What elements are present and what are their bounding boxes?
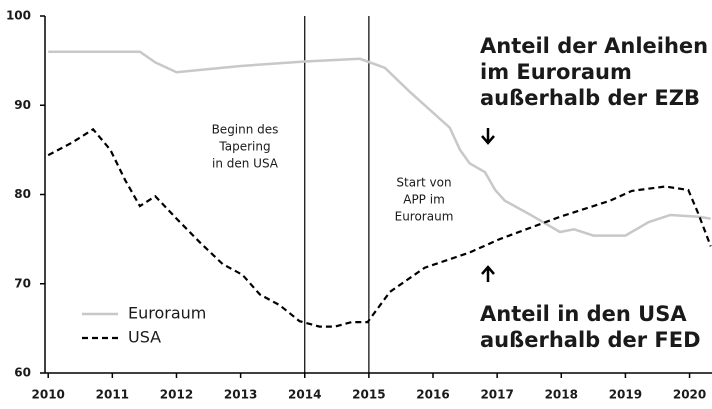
legend-label: Euroraum <box>128 304 206 323</box>
x-tick-label: 2016 <box>416 388 449 402</box>
y-tick-label: 90 <box>14 98 31 112</box>
annotation: außerhalb der FED <box>480 328 701 352</box>
x-tick-label: 2010 <box>32 388 65 402</box>
annotation: Anteil der Anleihen <box>480 34 708 58</box>
annotation: Beginn des <box>212 123 279 137</box>
legend-label: USA <box>128 328 161 347</box>
annotation: außerhalb der EZB <box>480 86 700 110</box>
annotation: in den USA <box>212 157 279 171</box>
arrow-up <box>481 265 495 282</box>
x-tick-label: 2015 <box>352 388 385 402</box>
x-tick-label: 2019 <box>609 388 642 402</box>
annotation: im Euroraum <box>480 60 632 84</box>
y-tick-label: 100 <box>6 9 31 23</box>
annotation: Tapering <box>218 140 270 154</box>
x-tick-label: 2014 <box>288 388 321 402</box>
annotation: APP im <box>403 193 445 207</box>
x-tick-label: 2013 <box>224 388 257 402</box>
x-tick-label: 2017 <box>480 388 513 402</box>
annotation: Start von <box>396 176 451 190</box>
arrows <box>481 128 495 282</box>
x-tick-label: 2018 <box>545 388 578 402</box>
annotation: Anteil in den USA <box>480 302 687 326</box>
y-tick-label: 80 <box>14 187 31 201</box>
series-line <box>48 50 711 237</box>
arrow-down <box>481 128 495 145</box>
y-tick-label: 70 <box>14 276 31 290</box>
y-tick-label: 60 <box>14 366 31 380</box>
x-tick-label: 2020 <box>673 388 706 402</box>
x-tick-label: 2012 <box>160 388 193 402</box>
x-tick-label: 2011 <box>96 388 129 402</box>
annotation: Euroraum <box>395 210 454 224</box>
series-line <box>47 127 712 328</box>
